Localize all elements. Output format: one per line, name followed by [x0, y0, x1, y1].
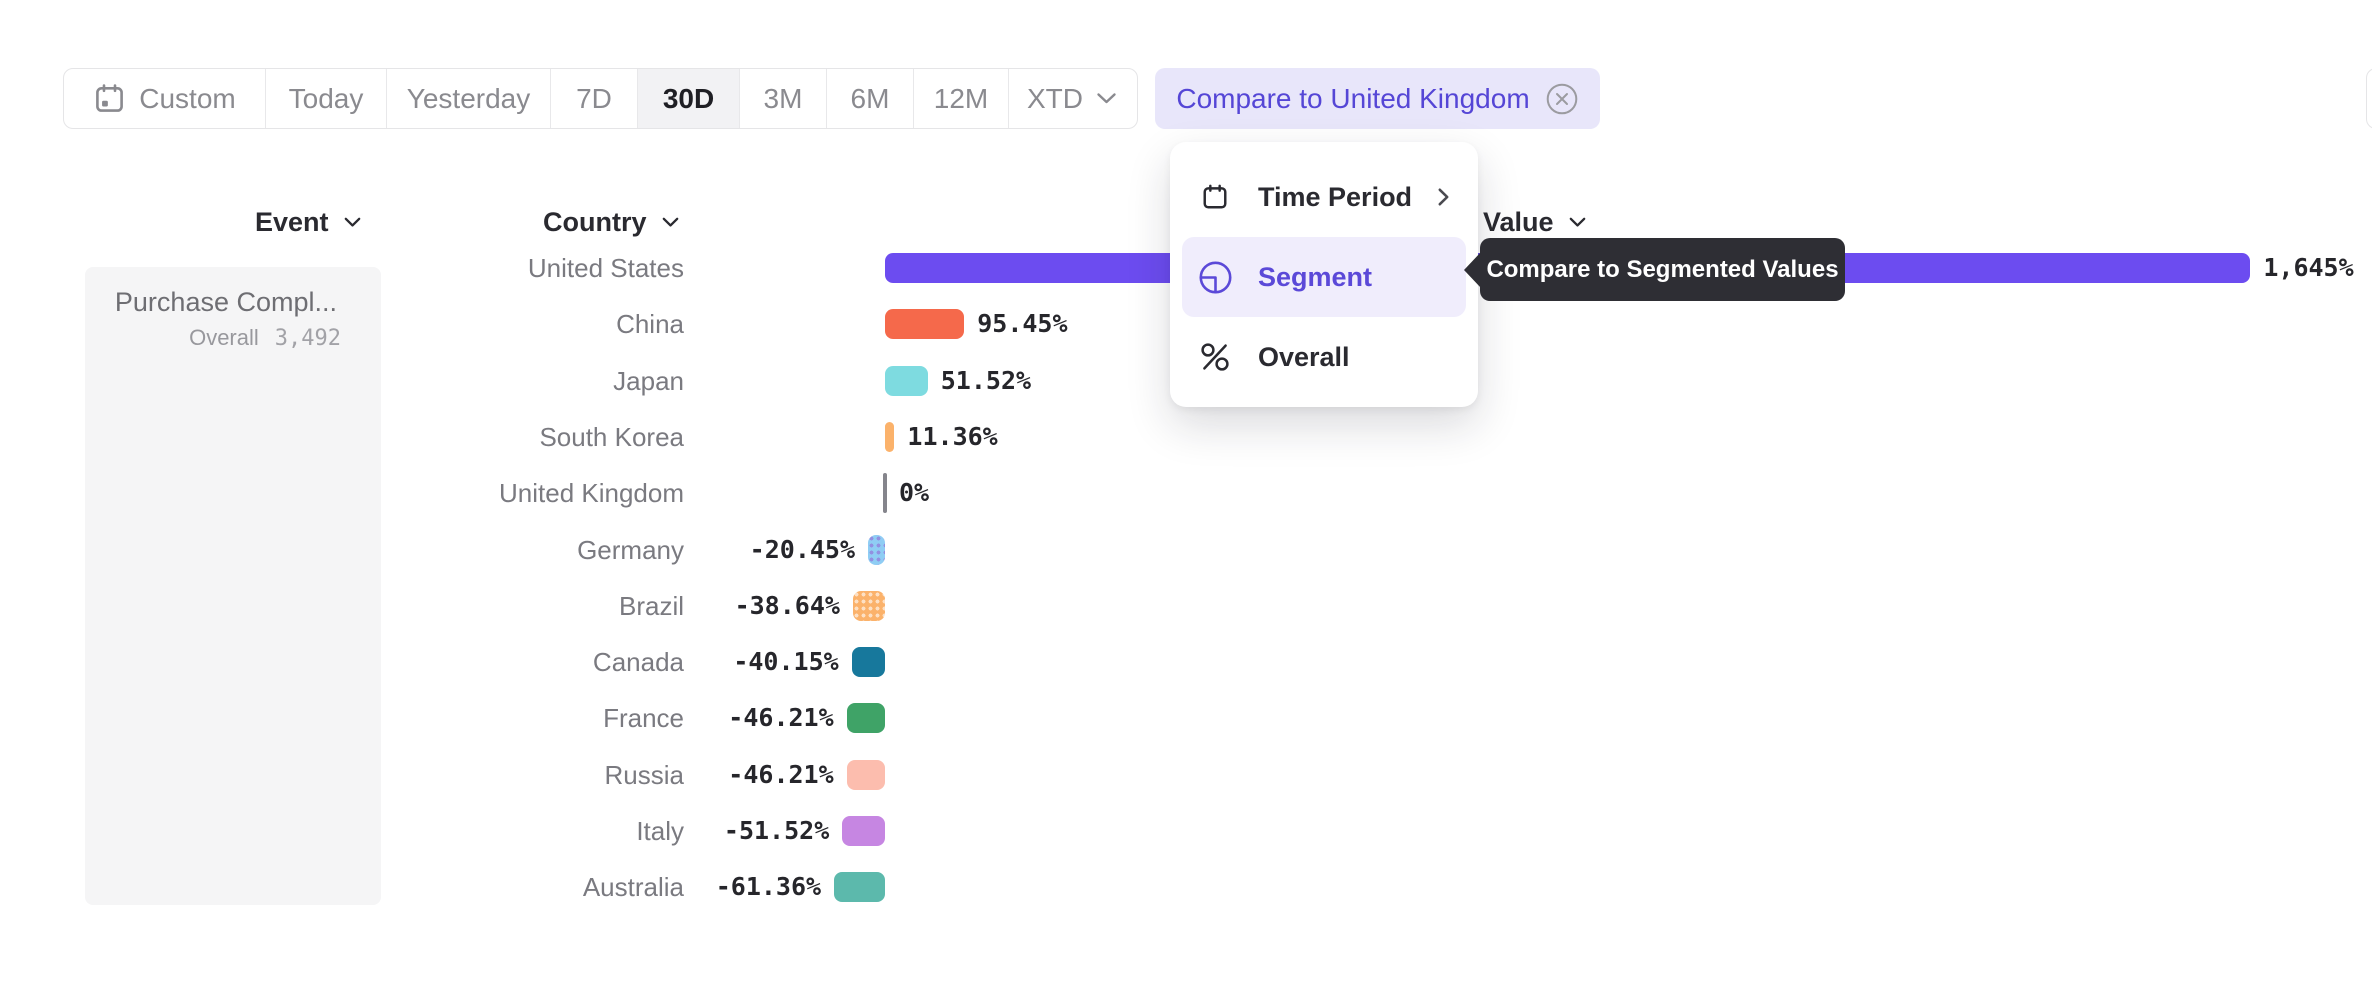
- column-header-event[interactable]: Event: [255, 204, 361, 240]
- bar-france[interactable]: [846, 703, 885, 734]
- compare-chip[interactable]: Compare to United Kingdom: [1155, 68, 1600, 129]
- bar-canada[interactable]: [851, 647, 885, 678]
- column-header-country[interactable]: Country: [543, 204, 679, 240]
- date-preset-xtd[interactable]: XTD: [1009, 69, 1135, 128]
- country-label: Italy: [636, 816, 684, 846]
- country-label: Brazil: [618, 590, 684, 621]
- bar-australia[interactable]: [834, 872, 885, 903]
- date-preset-7d[interactable]: 7D: [551, 69, 638, 128]
- event-title: Purchase Compl...: [114, 287, 337, 317]
- menu-item-overall[interactable]: Overall: [1182, 317, 1466, 397]
- event-card[interactable]: Purchase Compl... Overall 3,492: [85, 267, 381, 905]
- tooltip-compare-to-segmented-values: Compare to Segmented Values: [1464, 238, 1845, 301]
- compare-context-menu: Time Period Segment Overall: [1170, 142, 1478, 407]
- calendar-icon: [93, 82, 126, 115]
- country-label: United Kingdom: [499, 478, 684, 509]
- bar-value-label: 1,645%: [2263, 253, 2354, 282]
- percent-icon: [1196, 340, 1234, 374]
- bar-italy[interactable]: [842, 816, 885, 846]
- menu-item-segment[interactable]: Segment: [1182, 237, 1466, 317]
- menu-item-time-period[interactable]: Time Period: [1182, 157, 1466, 237]
- remove-compare-icon[interactable]: [1545, 82, 1579, 116]
- country-label: France: [603, 703, 684, 734]
- bar-value-label: -40.15%: [733, 647, 839, 677]
- country-label: Russia: [604, 759, 684, 790]
- bar-value-label: 11.36%: [907, 421, 998, 451]
- column-header-value[interactable]: Value: [1483, 204, 1586, 240]
- chevron-down-icon: [1096, 92, 1117, 105]
- bar-value-label: 95.45%: [977, 309, 1068, 339]
- bar-value-label: -46.21%: [728, 759, 834, 789]
- country-label: Japan: [613, 365, 684, 396]
- bar-value-label: -46.21%: [728, 703, 834, 733]
- country-label: United States: [527, 253, 684, 283]
- compare-chip-label: Compare to United Kingdom: [1176, 82, 1530, 114]
- country-label: South Korea: [539, 421, 684, 452]
- date-preset-6m[interactable]: 6M: [827, 69, 914, 128]
- date-preset-label: Custom: [139, 82, 236, 114]
- bar-russia[interactable]: [846, 759, 885, 790]
- tooltip-arrow: [1464, 251, 1481, 288]
- tooltip-text: Compare to Segmented Values: [1486, 255, 1839, 283]
- zero-baseline-tick[interactable]: [883, 473, 887, 514]
- bar-value-label: 0%: [899, 478, 930, 508]
- chevron-down-icon: [1569, 217, 1585, 227]
- date-preset-today[interactable]: Today: [266, 69, 387, 128]
- date-preset-30d-selected[interactable]: 30D: [638, 69, 740, 128]
- bar-china[interactable]: [885, 309, 965, 340]
- chevron-right-icon: [1437, 187, 1450, 207]
- bar-value-label: -38.64%: [734, 590, 840, 620]
- country-label: Australia: [582, 872, 684, 903]
- country-label: China: [616, 309, 684, 340]
- bar-japan[interactable]: [885, 365, 928, 396]
- bar-value-label: -61.36%: [715, 872, 822, 902]
- segment-icon: [1196, 259, 1234, 296]
- event-metric-value: 3,492: [274, 326, 341, 351]
- event-metric-label: Overall: [189, 325, 259, 350]
- chevron-down-icon: [662, 217, 678, 227]
- bar-value-label: -51.52%: [723, 816, 830, 845]
- bar-brazil[interactable]: [852, 590, 885, 621]
- date-preset-3m[interactable]: 3M: [740, 69, 827, 128]
- bar-value-label: 51.52%: [940, 365, 1032, 395]
- date-preset-yesterday[interactable]: Yesterday: [387, 69, 551, 128]
- bar-germany[interactable]: [868, 534, 885, 565]
- event-metric: Overall 3,492: [189, 325, 341, 351]
- date-range-toolbar: Custom Today Yesterday 7D 30D 3M 6M 12M …: [63, 68, 1138, 129]
- date-preset-12m[interactable]: 12M: [914, 69, 1009, 128]
- country-label: Canada: [592, 647, 684, 678]
- chevron-down-icon: [344, 217, 360, 227]
- country-label: Germany: [577, 534, 684, 565]
- calendar-icon: [1196, 183, 1234, 211]
- bar-value-label: -20.45%: [749, 534, 856, 564]
- date-preset-custom[interactable]: Custom: [64, 69, 266, 128]
- bar-south-korea[interactable]: [885, 421, 895, 452]
